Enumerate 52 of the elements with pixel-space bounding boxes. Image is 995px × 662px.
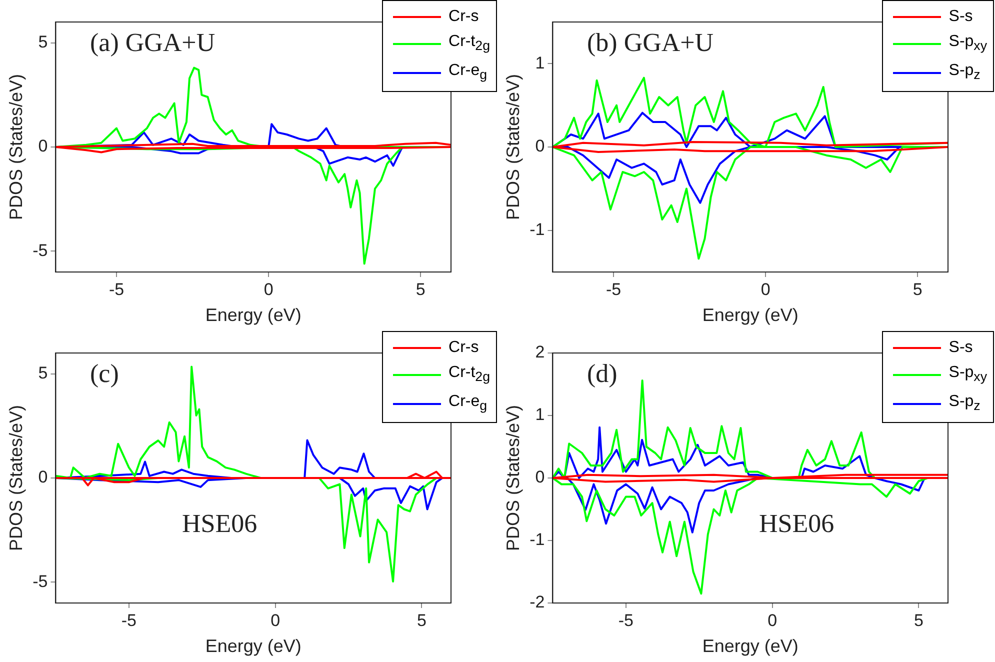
legend-label: Cr-s	[448, 7, 479, 27]
legend-label: S-s	[948, 7, 973, 27]
y-tick-label: -5	[32, 240, 48, 260]
y-tick-label: 1	[535, 53, 545, 72]
x-tick-label: 5	[912, 280, 922, 299]
x-tick-label: 0	[768, 610, 778, 630]
y-tick-label: -1	[530, 220, 545, 240]
legend-label: S-s	[948, 338, 973, 358]
y-tick-label: -1	[530, 530, 545, 550]
annotation: (b) GGA+U	[587, 28, 714, 58]
x-axis-title: Energy (eV)	[205, 636, 302, 656]
x-axis-title: Energy (eV)	[702, 305, 798, 326]
legend-label: Cr-e$_{g}$	[448, 392, 488, 416]
y-tick-label: 0	[38, 136, 48, 156]
legend-label: S-p$_{xy}$	[948, 363, 987, 386]
y-tick-label: 0	[535, 136, 545, 156]
x-tick-label: -5	[108, 280, 124, 299]
y-tick-label: 1	[535, 405, 545, 424]
y-tick-label: 0	[38, 468, 48, 487]
legend-label: S-p$_{z}$	[948, 392, 980, 416]
x-axis-title: Energy (eV)	[205, 305, 302, 326]
x-tick-label: 0	[264, 280, 274, 299]
legend-label: S-p$_{z}$	[948, 61, 980, 84]
x-axis-title: Energy (eV)	[702, 636, 798, 656]
x-tick-label: -5	[606, 280, 622, 299]
y-tick-label: 2	[535, 342, 545, 362]
annotation: HSE06	[759, 509, 834, 539]
y-tick-label: -2	[530, 592, 545, 612]
x-tick-label: -5	[618, 610, 634, 630]
y-tick-label: 5	[38, 32, 48, 52]
y-tick-label: 0	[535, 468, 545, 487]
legend-label: Cr-t$_{2g}$	[448, 32, 490, 56]
legend-label: S-p$_{xy}$	[948, 32, 987, 56]
x-tick-label: 0	[760, 280, 770, 299]
x-tick-label: 0	[270, 610, 280, 630]
annotation: HSE06	[182, 509, 258, 539]
y-axis-title: PDOS (States/eV)	[502, 404, 523, 552]
annotation: (d)	[587, 359, 618, 389]
legend-label: Cr-t$_{2g}$	[448, 363, 490, 386]
x-tick-label: 5	[416, 280, 426, 299]
y-axis-title: PDOS (States/eV)	[6, 404, 26, 552]
legend-label: Cr-e$_{g}$	[448, 61, 488, 84]
y-tick-label: 5	[38, 364, 48, 383]
y-axis-title: PDOS (States/eV)	[6, 74, 26, 220]
legend-label: Cr-s	[448, 338, 479, 358]
x-tick-label: 5	[416, 610, 426, 630]
x-tick-label: 5	[914, 610, 924, 630]
y-axis-title: PDOS (States/eV)	[502, 74, 523, 220]
annotation: (c)	[90, 359, 119, 389]
x-tick-label: -5	[121, 610, 136, 630]
y-tick-label: -5	[32, 572, 48, 591]
annotation: (a) GGA+U	[90, 28, 216, 58]
